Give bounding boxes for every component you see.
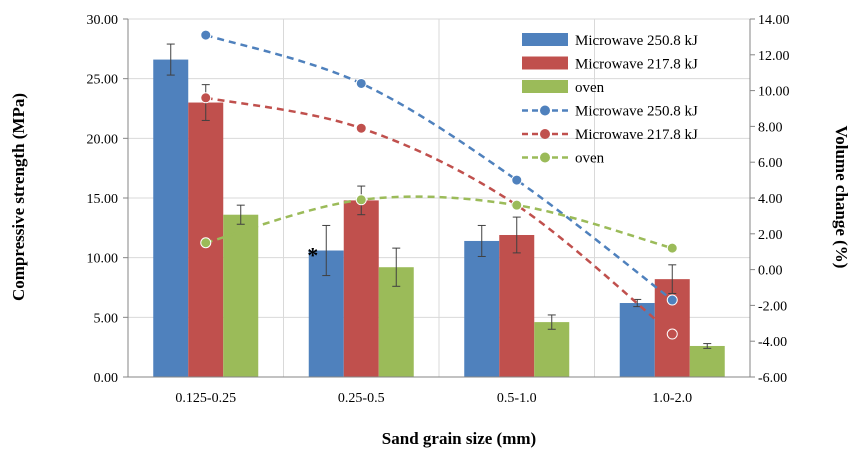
annotation-asterisk: * (307, 243, 318, 268)
legend-swatch (522, 80, 568, 93)
y2-tick-label: 4.00 (758, 192, 783, 207)
bar (464, 240, 500, 377)
y2-tick-label: -6.00 (758, 371, 787, 386)
line-point (511, 199, 523, 211)
y2-tick-label: 12.00 (758, 49, 790, 64)
y-tick-label: 15.00 (87, 192, 119, 207)
y-tick-label: 30.00 (87, 13, 119, 28)
legend-label: oven (575, 151, 605, 167)
y2-axis-title: Volume change (%) (832, 126, 851, 269)
bar (534, 322, 570, 377)
y-tick-label: 0.00 (94, 371, 119, 386)
y2-tick-label: 2.00 (758, 228, 783, 243)
x-tick-label: 0.125-0.25 (175, 391, 236, 406)
line-point (511, 174, 523, 186)
y2-tick-label: 10.00 (758, 85, 790, 100)
x-axis-title: Sand grain size (mm) (382, 429, 536, 448)
legend-label: Microwave 217.8 kJ (575, 57, 698, 73)
line-point (355, 77, 367, 89)
bar (153, 59, 189, 377)
legend-label: oven (575, 80, 605, 96)
annotations: * (307, 243, 318, 268)
series-line (205, 96, 674, 336)
line-point (200, 29, 212, 41)
y2-tick-label: -2.00 (758, 299, 787, 314)
y2-tick-label: -4.00 (758, 335, 787, 350)
series-line (205, 33, 674, 302)
line-point (666, 328, 678, 340)
y2-tick-label: 8.00 (758, 120, 783, 135)
line-point (666, 294, 678, 306)
line-point (200, 237, 212, 249)
legend-marker (540, 105, 550, 116)
line-point (355, 122, 367, 134)
y2-tick-label: 14.00 (758, 13, 790, 28)
bar (689, 345, 725, 377)
series-lines (200, 29, 678, 340)
bar (343, 200, 379, 377)
legend-label: Microwave 217.8 kJ (575, 127, 698, 143)
y-axis-title: Compressive strength (MPa) (9, 93, 28, 301)
line-point (355, 194, 367, 206)
x-tick-label: 0.5-1.0 (497, 391, 537, 406)
x-tick-label: 0.25-0.5 (338, 391, 385, 406)
y-tick-label: 25.00 (87, 73, 119, 88)
legend-label: Microwave 250.8 kJ (575, 104, 698, 120)
legend-swatch (522, 56, 568, 70)
line-point (200, 92, 212, 104)
y2-tick-label: 0.00 (758, 264, 783, 279)
legend-marker (540, 152, 550, 163)
legend-marker (540, 129, 550, 139)
x-tick-label: 1.0-2.0 (652, 391, 692, 406)
tick-labels: 0.00 5.00 10.00 15.00 20.00 25.00 30.00 -6.00 -4… (87, 13, 790, 406)
y-tick-label: 5.00 (94, 311, 119, 326)
legend: Microwave 250.8 kJ Microwave 217.8 kJ oven… (522, 33, 698, 167)
y-tick-label: 10.00 (87, 252, 119, 267)
y-tick-label: 20.00 (87, 132, 119, 147)
line-point (666, 242, 678, 254)
legend-label: Microwave 250.8 kJ (575, 33, 698, 49)
error-bars (166, 43, 712, 349)
y2-tick-label: 6.00 (758, 156, 783, 171)
bar (223, 214, 259, 377)
legend-swatch (522, 33, 568, 46)
axes (123, 18, 755, 378)
bar (499, 234, 535, 377)
